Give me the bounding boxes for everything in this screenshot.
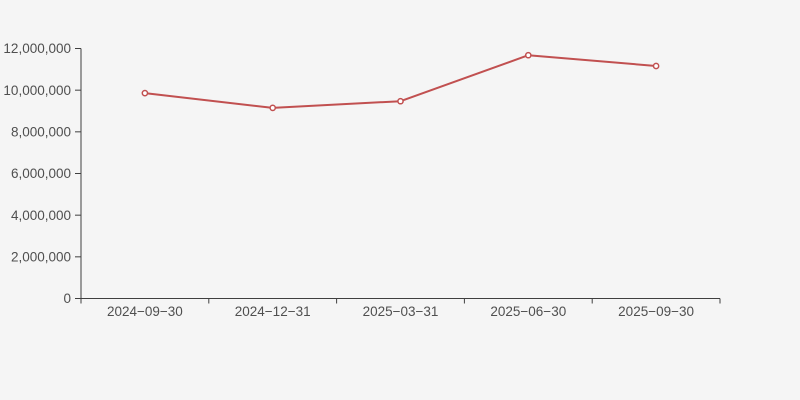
x-axis-category-label: 2025−06−30 bbox=[490, 304, 566, 319]
y-axis-tick-label: 0 bbox=[63, 291, 71, 306]
data-point-marker[interactable] bbox=[652, 62, 660, 70]
data-point-marker[interactable] bbox=[269, 104, 277, 112]
data-point-marker[interactable] bbox=[397, 97, 404, 105]
x-axis-category-label: 2024−12−31 bbox=[235, 304, 311, 319]
x-axis-category-label: 2025−03−31 bbox=[363, 304, 439, 319]
data-point-marker[interactable] bbox=[141, 89, 149, 97]
y-axis-tick-label: 8,000,000 bbox=[11, 125, 71, 140]
x-axis-category-label: 2025−09−30 bbox=[618, 304, 694, 319]
y-axis-tick-label: 2,000,000 bbox=[11, 250, 71, 265]
y-axis-tick-label: 4,000,000 bbox=[11, 208, 71, 223]
x-axis-category-label: 2024−09−30 bbox=[107, 304, 183, 319]
y-axis-tick-label: 12,000,000 bbox=[3, 41, 71, 56]
y-axis-tick-label: 6,000,000 bbox=[11, 166, 71, 181]
data-point-marker[interactable] bbox=[524, 51, 532, 59]
y-axis-tick-label: 10,000,000 bbox=[3, 83, 71, 98]
